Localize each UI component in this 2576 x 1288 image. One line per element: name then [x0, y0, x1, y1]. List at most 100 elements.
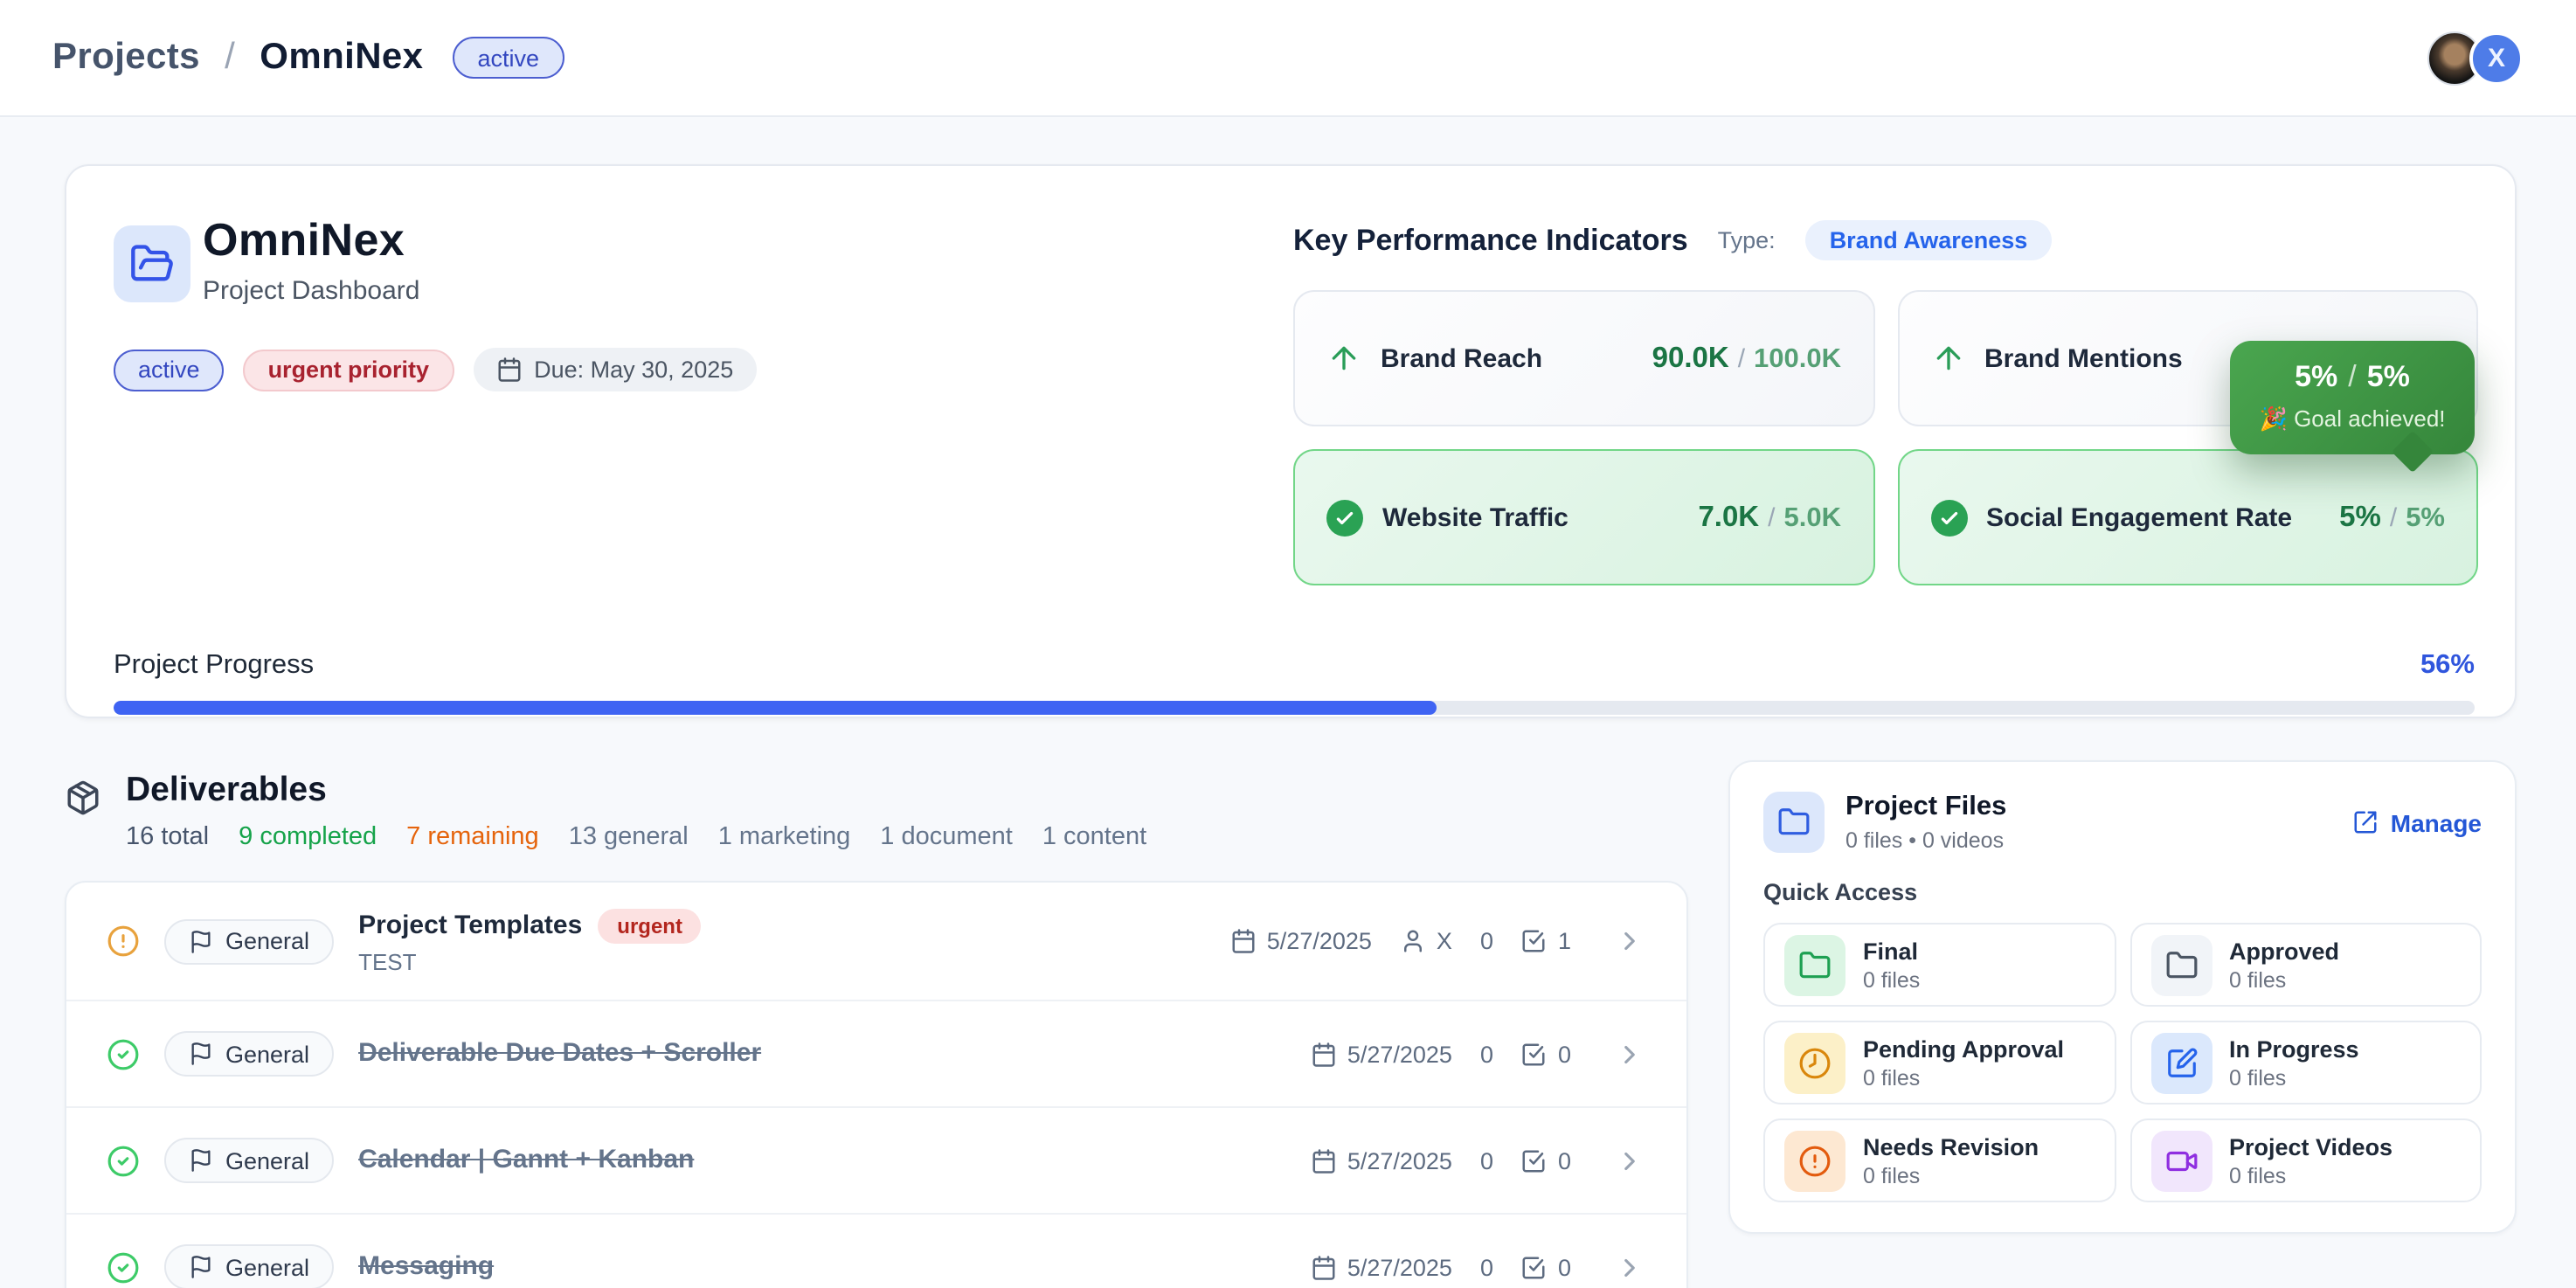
folder-name: Needs Revision: [1863, 1133, 2039, 1160]
clock-icon: [1784, 1032, 1845, 1093]
category-pill[interactable]: General: [164, 1031, 335, 1077]
flag-icon: [191, 1149, 211, 1172]
calendar-icon: [1232, 929, 1255, 953]
project-badges: active urgent priority Due: May 30, 2025: [114, 348, 757, 391]
status-badge: active: [453, 37, 564, 79]
calendar-icon: [1312, 1255, 1335, 1279]
folder-name: In Progress: [2229, 1035, 2359, 1062]
subtasks-count: 1: [1557, 928, 1571, 954]
stat-content: 1 content: [1042, 823, 1147, 851]
check-circle-outline-icon: [107, 1250, 140, 1284]
flag-icon: [191, 930, 211, 952]
category-label: General: [225, 928, 310, 954]
chevron-right-icon[interactable]: [1615, 926, 1645, 956]
check-square-icon: [1523, 1256, 1546, 1278]
kpi-separator: /: [2389, 502, 2398, 532]
due-date-text: 5/27/2025: [1266, 928, 1372, 954]
alert-circle-icon: [107, 924, 140, 958]
assignee: X: [1400, 928, 1452, 954]
category-pill[interactable]: General: [164, 1138, 335, 1183]
alert-circle-icon: [1784, 1130, 1845, 1191]
folder-count: 0 files: [1863, 1163, 1921, 1188]
folder-name: Approved: [2229, 938, 2340, 964]
subtasks-count: 0: [1557, 1041, 1571, 1067]
folder-count: 0 files: [1863, 1065, 1921, 1090]
breadcrumb-projects[interactable]: Projects: [52, 37, 200, 77]
subtasks: 0: [1521, 1041, 1571, 1067]
project-status-badge: active: [114, 349, 225, 391]
check-circle-icon: [1930, 499, 1967, 536]
deliverable-row[interactable]: General Calendar | Gannt + Kanban 5/27/2…: [66, 1106, 1686, 1213]
user-icon: [1403, 930, 1422, 952]
deliverable-row[interactable]: General Project Templates urgent TEST 5/…: [66, 883, 1686, 1000]
folder-icon: [1778, 808, 1810, 835]
check-circle-outline-icon: [107, 1144, 140, 1177]
category-pill[interactable]: General: [164, 1244, 335, 1288]
kpi-label: Social Engagement Rate: [1986, 502, 2293, 532]
deliverable-row[interactable]: General Deliverable Due Dates + Scroller…: [66, 1000, 1686, 1106]
progress-label: Project Progress: [114, 650, 315, 680]
stat-marketing: 1 marketing: [717, 823, 851, 851]
due-date-text: 5/27/2025: [1347, 1147, 1452, 1174]
deliverables-section: Deliverables 16 total 9 completed 7 rema…: [65, 760, 1688, 1288]
category-label: General: [225, 1041, 310, 1067]
goal-achieved-tooltip: 5% / 5% 🎉 Goal achieved!: [2230, 341, 2475, 474]
folder-card-needs-revision[interactable]: Needs Revision 0 files: [1763, 1118, 2116, 1202]
due-date-text: Due: May 30, 2025: [534, 357, 734, 383]
deliverable-row[interactable]: General Messaging 5/27/2025 0 0: [66, 1213, 1686, 1288]
due-date: 5/27/2025: [1230, 928, 1372, 954]
deliverables-stats: 16 total 9 completed 7 remaining 13 gene…: [126, 823, 1146, 851]
kpi-type-badge: Brand Awareness: [1804, 220, 2053, 260]
quick-access-label: Quick Access: [1763, 879, 1918, 905]
breadcrumb-separator: /: [225, 37, 236, 77]
comments-count: 0: [1479, 1041, 1493, 1067]
stat-document: 1 document: [880, 823, 1013, 851]
kpi-heading: Key Performance Indicators: [1293, 223, 1688, 256]
kpi-card-website-traffic[interactable]: Website Traffic 7.0K / 5.0K: [1293, 449, 1874, 585]
chevron-right-icon[interactable]: [1615, 1252, 1645, 1282]
chevron-right-icon[interactable]: [1615, 1146, 1645, 1175]
kpi-label: Website Traffic: [1382, 502, 1568, 532]
subtasks: 0: [1521, 1254, 1571, 1280]
folder-card-approved[interactable]: Approved 0 files: [2129, 923, 2482, 1007]
check-square-icon: [1523, 1042, 1546, 1065]
folder-name: Project Videos: [2229, 1133, 2393, 1160]
folder-card-final[interactable]: Final 0 files: [1763, 923, 2116, 1007]
folder-name: Pending Approval: [1863, 1035, 2065, 1062]
project-title: OmniNex: [203, 213, 405, 266]
category-pill[interactable]: General: [164, 918, 335, 964]
chevron-right-icon[interactable]: [1615, 1039, 1645, 1069]
deliverable-title: Deliverable Due Dates + Scroller: [358, 1038, 762, 1068]
check-square-icon: [1523, 1149, 1546, 1172]
stat-general: 13 general: [568, 823, 689, 851]
stat-remaining: 7 remaining: [406, 823, 539, 851]
subtasks: 0: [1521, 1147, 1571, 1174]
tooltip-value: 5%: [2295, 360, 2338, 393]
folder-card-pending-approval[interactable]: Pending Approval 0 files: [1763, 1021, 2116, 1104]
due-date: 5/27/2025: [1311, 1041, 1452, 1067]
due-date: 5/27/2025: [1311, 1147, 1452, 1174]
kpi-type-label: Type:: [1717, 227, 1776, 253]
priority-badge: urgent priority: [243, 349, 454, 391]
folder-card-project-videos[interactable]: Project Videos 0 files: [2129, 1118, 2482, 1202]
kpi-value: 90.0K: [1652, 342, 1729, 373]
check-circle-icon: [1326, 499, 1363, 536]
project-subtitle: Project Dashboard: [203, 276, 420, 306]
kpi-card-social-engagement[interactable]: Social Engagement Rate 5% / 5%: [1897, 449, 2478, 585]
folder-count: 0 files: [2229, 1163, 2287, 1188]
deliverable-title: Messaging: [358, 1251, 495, 1281]
folder-icon: [2150, 934, 2212, 995]
progress-bar-fill: [114, 701, 1437, 715]
comments-count: 0: [1479, 1254, 1493, 1280]
avatar-initial[interactable]: X: [2469, 31, 2524, 85]
deliverables-heading: Deliverables: [126, 771, 327, 809]
kpi-label: Brand Mentions: [1984, 343, 2183, 373]
comments-count: 0: [1479, 1147, 1493, 1174]
progress-percent: 56%: [2420, 650, 2475, 680]
kpi-card-brand-reach[interactable]: Brand Reach 90.0K / 100.0K: [1293, 290, 1874, 426]
category-label: General: [225, 1147, 310, 1174]
manage-link[interactable]: Manage: [2352, 808, 2482, 836]
folder-card-in-progress[interactable]: In Progress 0 files: [2129, 1021, 2482, 1104]
files-title: Project Files: [1845, 792, 2007, 821]
